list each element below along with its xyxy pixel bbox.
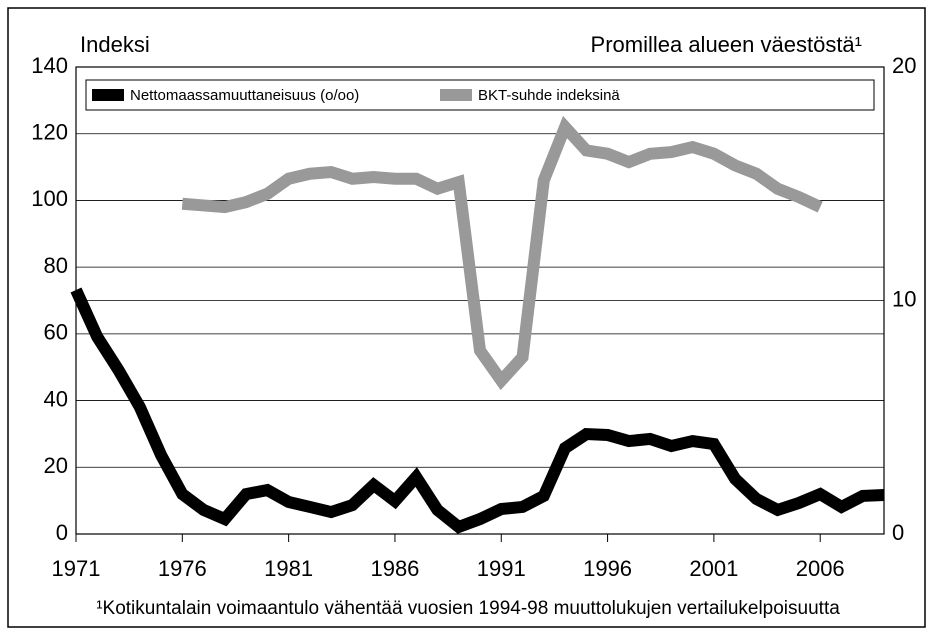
y-tick-label: 60 bbox=[44, 320, 68, 345]
y-tick-label: 100 bbox=[31, 186, 68, 211]
legend-swatch bbox=[92, 89, 124, 101]
y-tick-label: 80 bbox=[44, 253, 68, 278]
x-tick-label: 1981 bbox=[264, 556, 313, 581]
legend-label: BKT-suhde indeksinä bbox=[478, 87, 620, 104]
y2-axis-label: Promillea alueen väestöstä¹ bbox=[591, 32, 862, 57]
x-tick-label: 1971 bbox=[52, 556, 101, 581]
x-tick-label: 1986 bbox=[370, 556, 419, 581]
x-tick-label: 1991 bbox=[477, 556, 526, 581]
y2-tick-label: 10 bbox=[892, 286, 916, 311]
x-tick-label: 2006 bbox=[796, 556, 845, 581]
y-tick-label: 20 bbox=[44, 453, 68, 478]
y2-tick-label: 0 bbox=[892, 520, 904, 545]
series-line bbox=[70, 287, 885, 534]
legend bbox=[85, 79, 875, 111]
y-axis-label: Indeksi bbox=[80, 32, 150, 57]
x-tick-label: 2001 bbox=[689, 556, 738, 581]
x-tick-label: 1976 bbox=[158, 556, 207, 581]
y-tick-label: 140 bbox=[31, 53, 68, 78]
series-line bbox=[181, 115, 823, 391]
legend-label: Nettomaassamuuttaneisuus (o/oo) bbox=[130, 87, 359, 104]
y-tick-label: 120 bbox=[31, 120, 68, 145]
footnote: ¹Kotikuntalain voimaantulo vähentää vuos… bbox=[96, 598, 840, 619]
y-tick-label: 40 bbox=[44, 386, 68, 411]
x-tick-label: 1996 bbox=[583, 556, 632, 581]
y2-tick-label: 20 bbox=[892, 53, 916, 78]
y-tick-label: 0 bbox=[56, 520, 68, 545]
legend-swatch bbox=[440, 89, 472, 101]
